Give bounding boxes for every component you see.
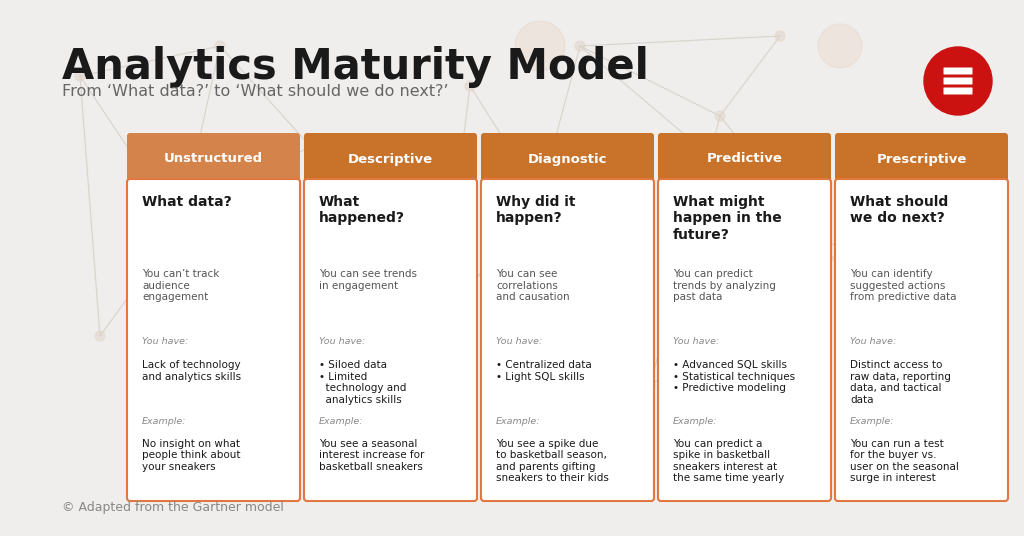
Circle shape	[775, 31, 785, 41]
Text: You can identify
suggested actions
from predictive data: You can identify suggested actions from …	[850, 269, 956, 302]
Text: You can see trends
in engagement: You can see trends in engagement	[318, 269, 417, 291]
FancyBboxPatch shape	[127, 179, 300, 501]
Text: What data?: What data?	[142, 195, 231, 209]
Text: You have:: You have:	[496, 337, 542, 346]
Text: • Siloed data
• Limited
  technology and
  analytics skills: • Siloed data • Limited technology and a…	[318, 360, 407, 405]
Circle shape	[955, 141, 965, 151]
FancyBboxPatch shape	[304, 179, 477, 501]
Circle shape	[175, 221, 185, 231]
Circle shape	[305, 141, 315, 151]
Text: Analytics Maturity Model: Analytics Maturity Model	[62, 46, 649, 88]
Text: Lack of technology
and analytics skills: Lack of technology and analytics skills	[142, 360, 241, 382]
Circle shape	[835, 261, 845, 271]
Text: You can predict
trends by analyzing
past data: You can predict trends by analyzing past…	[673, 269, 776, 302]
FancyBboxPatch shape	[943, 87, 973, 94]
FancyBboxPatch shape	[127, 133, 300, 185]
Text: Example:: Example:	[496, 417, 541, 426]
FancyBboxPatch shape	[835, 179, 1008, 501]
Circle shape	[924, 47, 992, 115]
Text: You have:: You have:	[142, 337, 188, 346]
Circle shape	[215, 41, 225, 51]
FancyBboxPatch shape	[658, 179, 831, 501]
Text: Unstructured: Unstructured	[164, 153, 263, 166]
Text: You have:: You have:	[318, 337, 366, 346]
Circle shape	[328, 429, 372, 473]
Text: You have:: You have:	[850, 337, 896, 346]
FancyBboxPatch shape	[835, 133, 1008, 185]
Text: Example:: Example:	[673, 417, 718, 426]
Text: Example:: Example:	[318, 417, 364, 426]
Circle shape	[645, 381, 655, 391]
Text: Example:: Example:	[850, 417, 894, 426]
Text: Prescriptive: Prescriptive	[877, 153, 967, 166]
Circle shape	[575, 41, 585, 51]
Text: Descriptive: Descriptive	[348, 153, 433, 166]
Text: You see a spike due
to basketball season,
and parents gifting
sneakers to their : You see a spike due to basketball season…	[496, 438, 609, 483]
Circle shape	[75, 71, 85, 81]
Text: You can run a test
for the buyer vs.
user on the seasonal
surge in interest: You can run a test for the buyer vs. use…	[850, 438, 958, 483]
Text: Diagnostic: Diagnostic	[527, 153, 607, 166]
Text: What
happened?: What happened?	[318, 195, 404, 226]
Circle shape	[435, 321, 445, 331]
Text: Why did it
happen?: Why did it happen?	[496, 195, 575, 226]
Text: Predictive: Predictive	[707, 153, 782, 166]
Text: © Adapted from the Gartner model: © Adapted from the Gartner model	[62, 501, 284, 514]
FancyBboxPatch shape	[481, 179, 654, 501]
Text: You can’t track
audience
engagement: You can’t track audience engagement	[142, 269, 219, 302]
Circle shape	[515, 21, 565, 71]
Circle shape	[95, 331, 105, 341]
Circle shape	[818, 24, 862, 68]
Text: What might
happen in the
future?: What might happen in the future?	[673, 195, 781, 242]
Text: No insight on what
people think about
your sneakers: No insight on what people think about yo…	[142, 438, 241, 472]
Text: You see a seasonal
interest increase for
basketball sneakers: You see a seasonal interest increase for…	[318, 438, 424, 472]
FancyBboxPatch shape	[304, 133, 477, 185]
FancyBboxPatch shape	[943, 78, 973, 85]
Text: • Advanced SQL skills
• Statistical techniques
• Predictive modeling: • Advanced SQL skills • Statistical tech…	[673, 360, 795, 393]
Circle shape	[945, 381, 955, 391]
FancyBboxPatch shape	[658, 133, 831, 185]
Text: Distinct access to
raw data, reporting
data, and tactical
data: Distinct access to raw data, reporting d…	[850, 360, 951, 405]
Text: You can predict a
spike in basketball
sneakers interest at
the same time yearly: You can predict a spike in basketball sn…	[673, 438, 784, 483]
Text: • Centralized data
• Light SQL skills: • Centralized data • Light SQL skills	[496, 360, 592, 382]
Circle shape	[465, 81, 475, 91]
Text: What should
we do next?: What should we do next?	[850, 195, 948, 226]
Text: You can see
correlations
and causation: You can see correlations and causation	[496, 269, 569, 302]
Text: You have:: You have:	[673, 337, 719, 346]
FancyBboxPatch shape	[481, 133, 654, 185]
Text: From ‘What data?’ to ‘What should we do next?’: From ‘What data?’ to ‘What should we do …	[62, 84, 449, 99]
Circle shape	[715, 111, 725, 121]
FancyBboxPatch shape	[943, 68, 973, 75]
Text: Example:: Example:	[142, 417, 186, 426]
Circle shape	[535, 191, 545, 201]
